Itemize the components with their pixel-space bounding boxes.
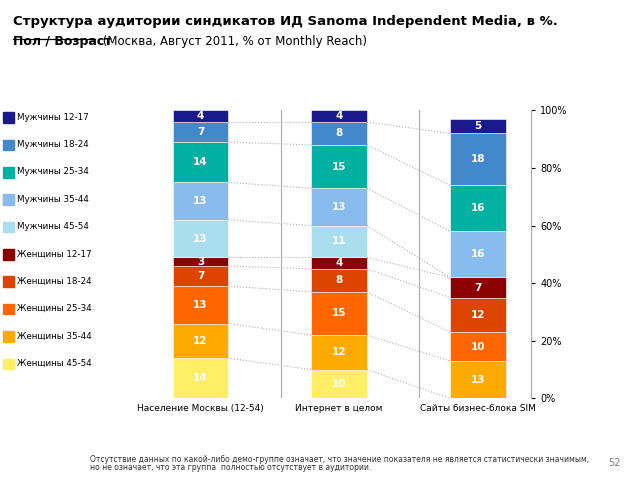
Text: 15: 15 bbox=[332, 162, 346, 171]
Text: 12: 12 bbox=[332, 348, 346, 357]
Text: 16: 16 bbox=[470, 250, 485, 259]
Bar bbox=[312, 188, 367, 226]
Bar bbox=[173, 122, 228, 142]
Bar bbox=[173, 266, 228, 286]
Text: 13: 13 bbox=[193, 300, 208, 310]
Text: 10: 10 bbox=[470, 342, 485, 351]
Bar bbox=[450, 133, 506, 185]
Bar bbox=[312, 122, 367, 145]
Bar bbox=[173, 257, 228, 266]
Text: 7: 7 bbox=[474, 283, 481, 292]
Text: Женщины 45-54: Женщины 45-54 bbox=[17, 359, 92, 368]
Text: 3: 3 bbox=[197, 257, 204, 266]
Bar bbox=[450, 298, 506, 332]
Bar bbox=[312, 292, 367, 335]
Text: 18: 18 bbox=[470, 155, 485, 164]
Bar bbox=[173, 324, 228, 358]
Text: Женщины 25-34: Женщины 25-34 bbox=[17, 304, 92, 313]
Bar bbox=[312, 257, 367, 269]
Text: Женщины 12-17: Женщины 12-17 bbox=[17, 250, 92, 258]
Text: 13: 13 bbox=[193, 196, 208, 206]
Text: Мужчины 18-24: Мужчины 18-24 bbox=[17, 140, 89, 149]
Bar bbox=[173, 142, 228, 182]
Text: Пол / Возраст: Пол / Возраст bbox=[13, 35, 111, 48]
Text: но не означает, что эта группа  полностью отсутствует в аудитории.: но не означает, что эта группа полностью… bbox=[90, 463, 371, 472]
Bar bbox=[312, 370, 367, 398]
Bar bbox=[173, 286, 228, 324]
Bar bbox=[450, 332, 506, 361]
Text: Женщины 18-24: Женщины 18-24 bbox=[17, 277, 92, 286]
Bar bbox=[173, 220, 228, 257]
Text: 5: 5 bbox=[474, 121, 481, 131]
Text: Структура аудитории синдикатов ИД Sanoma Independent Media, в %.: Структура аудитории синдикатов ИД Sanoma… bbox=[13, 15, 557, 28]
Bar bbox=[312, 110, 367, 122]
Bar bbox=[450, 185, 506, 231]
Text: 13: 13 bbox=[470, 375, 485, 384]
Text: Женщины 35-44: Женщины 35-44 bbox=[17, 332, 92, 340]
Text: 13: 13 bbox=[332, 202, 346, 212]
Text: 7: 7 bbox=[197, 271, 204, 281]
Text: Мужчины 25-34: Мужчины 25-34 bbox=[17, 168, 89, 176]
Bar bbox=[312, 269, 367, 292]
Text: 52: 52 bbox=[608, 458, 621, 468]
Text: 4: 4 bbox=[335, 111, 343, 121]
Text: 8: 8 bbox=[335, 276, 343, 285]
Text: 11: 11 bbox=[332, 237, 346, 246]
Text: Мужчины 12-17: Мужчины 12-17 bbox=[17, 113, 89, 121]
Text: 12: 12 bbox=[470, 310, 485, 320]
Bar bbox=[450, 231, 506, 277]
Bar bbox=[450, 119, 506, 133]
Bar bbox=[450, 277, 506, 298]
Text: tns: tns bbox=[19, 457, 49, 475]
Text: 10: 10 bbox=[332, 379, 346, 389]
Text: (Москва, Август 2011, % от Monthly Reach): (Москва, Август 2011, % от Monthly Reach… bbox=[99, 35, 367, 48]
Text: 15: 15 bbox=[332, 309, 346, 318]
Text: 12: 12 bbox=[193, 336, 208, 346]
Text: 7: 7 bbox=[197, 127, 204, 137]
Bar bbox=[312, 335, 367, 370]
Text: 13: 13 bbox=[193, 234, 208, 243]
Bar bbox=[312, 226, 367, 257]
Bar bbox=[312, 145, 367, 188]
Text: 4: 4 bbox=[335, 258, 343, 268]
Text: 4: 4 bbox=[197, 111, 204, 121]
Text: Мужчины 45-54: Мужчины 45-54 bbox=[17, 222, 89, 231]
Text: Отсутствие данных по какой-либо демо-группе означает, что значение показателя не: Отсутствие данных по какой-либо демо-гру… bbox=[90, 455, 589, 464]
Bar bbox=[173, 358, 228, 398]
Text: 16: 16 bbox=[470, 204, 485, 213]
Bar bbox=[173, 182, 228, 220]
Bar bbox=[173, 110, 228, 122]
Text: 14: 14 bbox=[193, 157, 208, 167]
Text: 8: 8 bbox=[335, 129, 343, 138]
Text: 14: 14 bbox=[193, 373, 208, 383]
Text: Мужчины 35-44: Мужчины 35-44 bbox=[17, 195, 89, 204]
Bar bbox=[450, 361, 506, 398]
